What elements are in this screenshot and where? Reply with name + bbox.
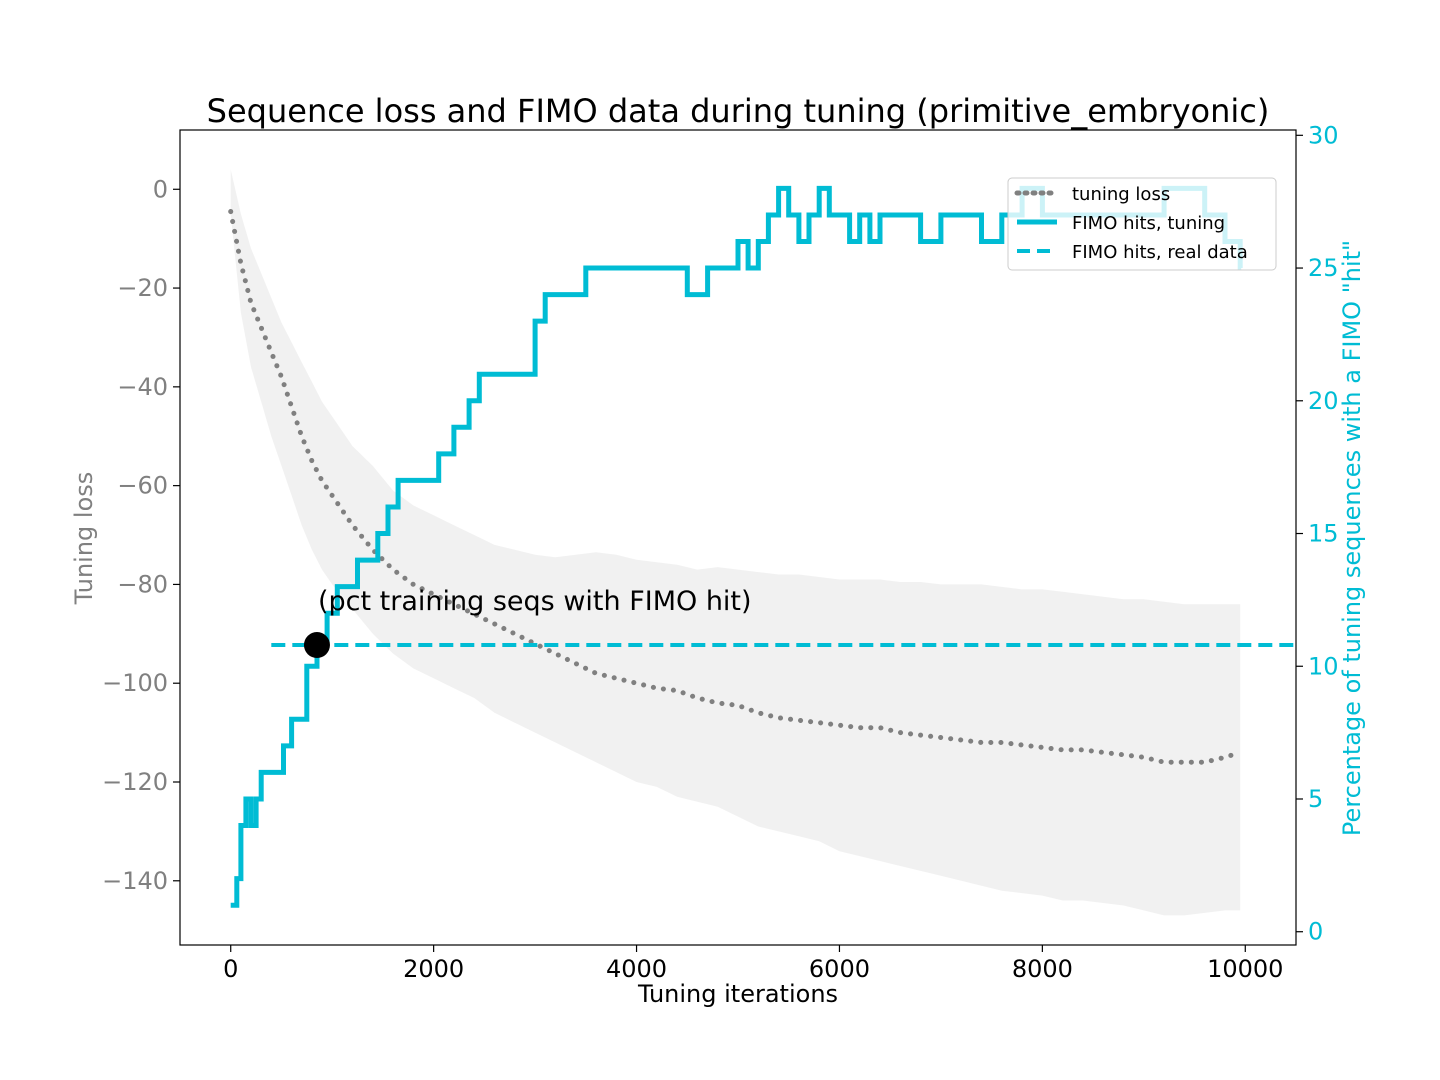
loss-band — [230, 169, 1241, 916]
y-right-tick-label: 25 — [1308, 254, 1339, 282]
x-tick-label: 10000 — [1207, 955, 1283, 983]
annotation-marker — [303, 632, 330, 659]
y-left-tick-label: −40 — [117, 373, 168, 401]
legend-label-fimo-real: FIMO hits, real data — [1072, 242, 1248, 263]
tuning-loss-line — [228, 209, 1243, 765]
y-left-tick-label: 0 — [153, 175, 168, 203]
y-right-tick-label: 0 — [1308, 918, 1323, 946]
y-right-tick-label: 30 — [1308, 121, 1339, 149]
y-left-tick-label: −80 — [117, 570, 168, 598]
x-tick-label: 8000 — [1012, 955, 1073, 983]
fimo-hits-tuning-line — [230, 185, 1243, 908]
x-axis-label: Tuning iterations — [637, 980, 838, 1008]
plot-area — [228, 169, 1296, 916]
plot-frame — [179, 129, 1297, 946]
x-tick-label: 4000 — [606, 955, 667, 983]
x-tick-label: 2000 — [403, 955, 464, 983]
chart-title: Sequence loss and FIMO data during tunin… — [207, 92, 1270, 130]
y-right-tick-label: 20 — [1308, 387, 1339, 415]
y-left-tick-label: −140 — [102, 867, 168, 895]
y-left-tick-label: −60 — [117, 472, 168, 500]
legend: tuning loss FIMO hits, tuning FIMO hits,… — [1007, 177, 1277, 271]
axes: 0 2000 4000 6000 8000 10000 0 −20 −40 −60 −80 −100 −… — [102, 121, 1338, 983]
x-tick-label: 0 — [223, 955, 238, 983]
y-axis-label-right: Percentage of tuning sequences with a FI… — [1338, 240, 1366, 836]
legend-label-tuning-loss: tuning loss — [1072, 184, 1170, 205]
y-left-tick-label: −120 — [102, 768, 168, 796]
y-right-tick-label: 15 — [1308, 520, 1339, 548]
legend-box — [1007, 177, 1277, 271]
y-right-tick-label: 5 — [1308, 785, 1323, 813]
y-left-tick-label: −20 — [117, 274, 168, 302]
y-left-tick-label: −100 — [102, 669, 168, 697]
x-tick-label: 6000 — [809, 955, 870, 983]
y-axis-label-left: Tuning loss — [70, 472, 98, 606]
y-right-tick-label: 10 — [1308, 652, 1339, 680]
annotation-text: (pct training seqs with FIMO hit) — [318, 586, 752, 617]
legend-label-fimo-tuning: FIMO hits, tuning — [1072, 213, 1225, 234]
